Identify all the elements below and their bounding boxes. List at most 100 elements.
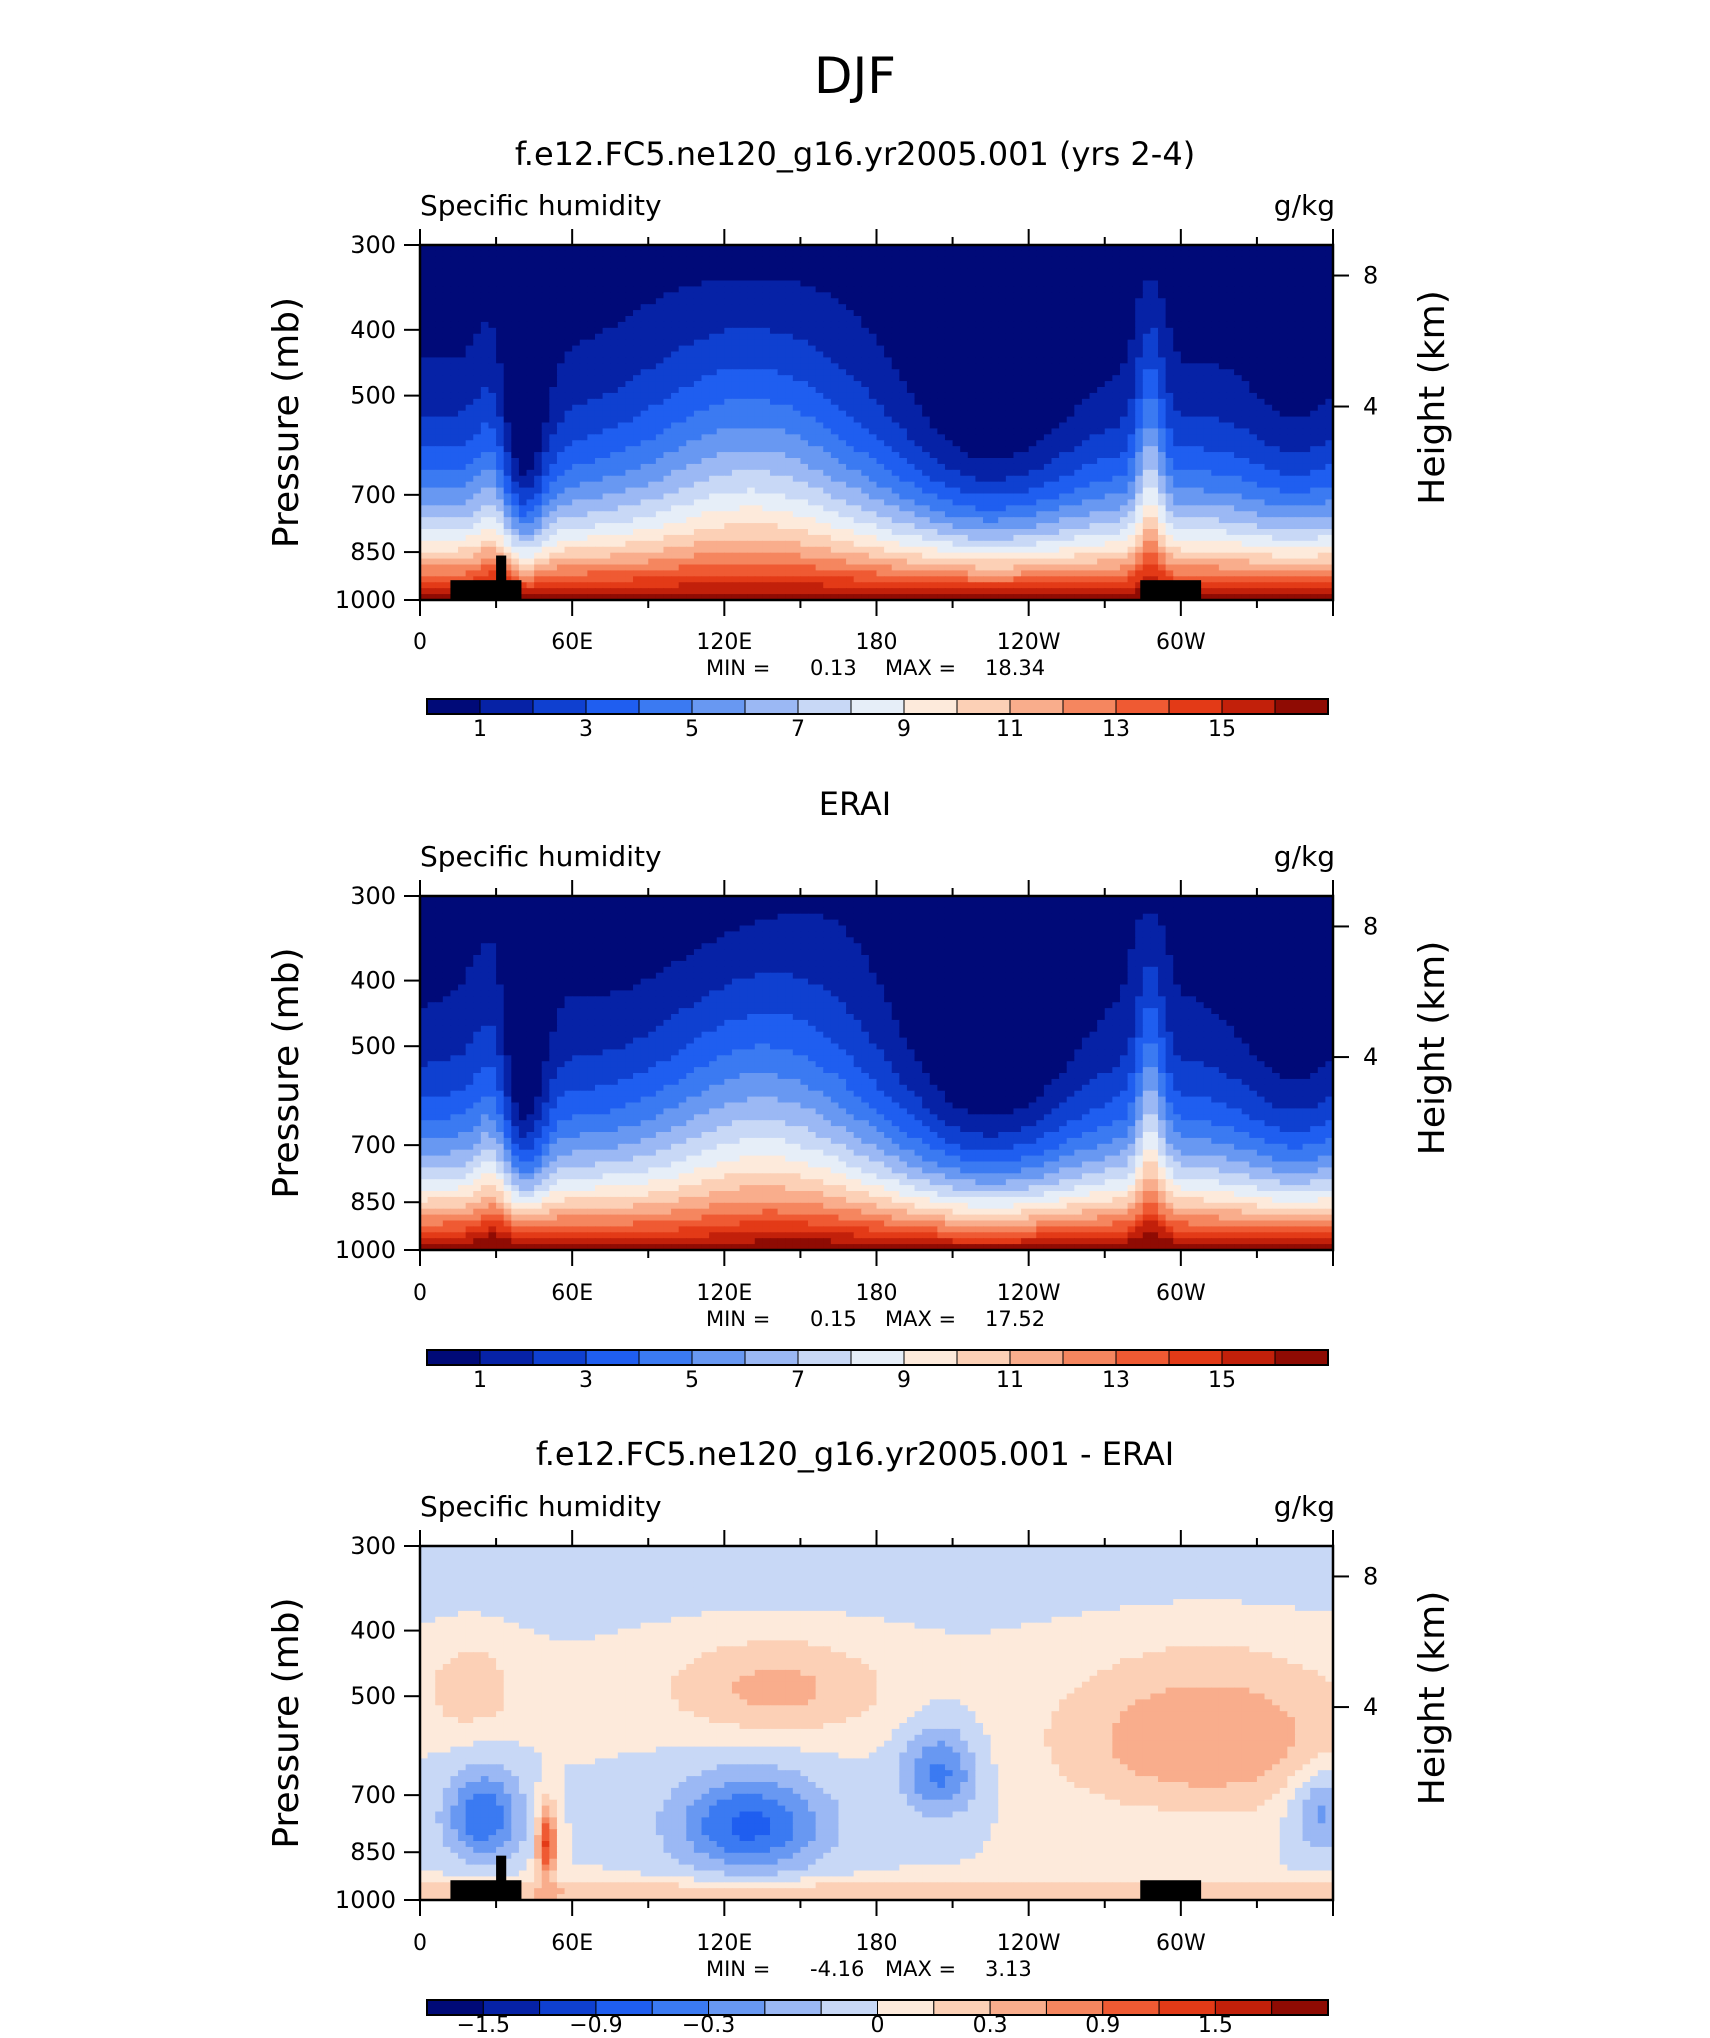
- heatmap-cell: [816, 381, 824, 388]
- heatmap-cell: [732, 304, 740, 311]
- heatmap-cell: [724, 304, 732, 311]
- heatmap-cell: [656, 482, 664, 489]
- heatmap-cell: [717, 310, 725, 317]
- heatmap-cell: [877, 369, 885, 376]
- heatmap-cell: [1249, 423, 1257, 430]
- heatmap-cell: [679, 275, 687, 282]
- heatmap-cell: [1082, 458, 1090, 465]
- heatmap-cell: [1181, 334, 1189, 341]
- heatmap-cell: [1105, 363, 1113, 370]
- heatmap-cell: [1219, 470, 1227, 477]
- heatmap-cell: [496, 281, 504, 288]
- heatmap-cell: [641, 263, 649, 270]
- heatmap-cell: [755, 428, 763, 435]
- heatmap-cell: [603, 482, 611, 489]
- heatmap-cell: [1310, 476, 1318, 483]
- heatmap-cell: [1265, 464, 1273, 471]
- heatmap-cell: [823, 346, 831, 353]
- heatmap-cell: [1257, 440, 1265, 447]
- heatmap-cell: [1112, 428, 1120, 435]
- heatmap-cell: [702, 269, 710, 276]
- heatmap-cell: [1188, 263, 1196, 270]
- heatmap-cell: [724, 399, 732, 406]
- heatmap-cell: [580, 482, 588, 489]
- heatmap-cell: [892, 334, 900, 341]
- heatmap-cell: [709, 417, 717, 424]
- heatmap-cell: [656, 440, 664, 447]
- heatmap-cell: [1082, 405, 1090, 412]
- heatmap-cell: [892, 434, 900, 441]
- heatmap-cell: [1303, 257, 1311, 264]
- heatmap-cell: [1150, 340, 1158, 347]
- heatmap-cell: [1059, 363, 1067, 370]
- heatmap-cell: [823, 488, 831, 495]
- heatmap-cell: [732, 269, 740, 276]
- heatmap-cell: [1051, 446, 1059, 453]
- heatmap-cell: [800, 275, 808, 282]
- heatmap-cell: [1090, 352, 1098, 359]
- heatmap-cell: [785, 322, 793, 329]
- heatmap-cell: [1074, 405, 1082, 412]
- heatmap-cell: [1036, 298, 1044, 305]
- heatmap-cell: [1006, 340, 1014, 347]
- heatmap-cell: [1219, 411, 1227, 418]
- heatmap-cell: [504, 464, 512, 471]
- heatmap-cell: [663, 286, 671, 293]
- heatmap-cell: [580, 334, 588, 341]
- heatmap-cell: [1249, 316, 1257, 323]
- heatmap-cell: [1173, 275, 1181, 282]
- heatmap-cell: [1067, 476, 1075, 483]
- heatmap-cell: [937, 257, 945, 264]
- heatmap-cell: [892, 263, 900, 270]
- heatmap-cell: [1188, 417, 1196, 424]
- heatmap-cell: [1051, 334, 1059, 341]
- heatmap-cell: [565, 446, 573, 453]
- heatmap-cell: [869, 428, 877, 435]
- heatmap-cell: [458, 357, 466, 364]
- heatmap-cell: [679, 387, 687, 394]
- heatmap-cell: [953, 363, 961, 370]
- heatmap-cell: [1226, 340, 1234, 347]
- heatmap-cell: [800, 322, 808, 329]
- heatmap-cell: [968, 423, 976, 430]
- heatmap-cell: [1029, 446, 1037, 453]
- heatmap-cell: [793, 405, 801, 412]
- heatmap-cell: [831, 275, 839, 282]
- heatmap-cell: [869, 251, 877, 258]
- heatmap-cell: [519, 446, 527, 453]
- heatmap-cell: [755, 328, 763, 335]
- heatmap-cell: [1120, 334, 1128, 341]
- heatmap-cell: [603, 357, 611, 364]
- heatmap-cell: [1082, 482, 1090, 489]
- heatmap-cell: [587, 328, 595, 335]
- heatmap-cell: [755, 251, 763, 258]
- heatmap-cell: [542, 428, 550, 435]
- heatmap-cell: [671, 381, 679, 388]
- heatmap-cell: [717, 334, 725, 341]
- heatmap-cell: [488, 405, 496, 412]
- heatmap-cell: [618, 464, 626, 471]
- heatmap-cell: [610, 399, 618, 406]
- heatmap-cell: [854, 322, 862, 329]
- heatmap-cell: [633, 346, 641, 353]
- heatmap-cell: [496, 399, 504, 406]
- heatmap-cell: [724, 340, 732, 347]
- heatmap-cell: [770, 352, 778, 359]
- heatmap-cell: [1059, 440, 1067, 447]
- heatmap-cell: [1051, 269, 1059, 276]
- heatmap-cell: [1006, 357, 1014, 364]
- heatmap-cell: [565, 310, 573, 317]
- heatmap-cell: [975, 352, 983, 359]
- heatmap-cell: [1051, 470, 1059, 477]
- heatmap-cell: [740, 423, 748, 430]
- heatmap-cell: [800, 405, 808, 412]
- heatmap-cell: [1112, 434, 1120, 441]
- heatmap-cell: [618, 257, 626, 264]
- heatmap-cell: [755, 363, 763, 370]
- heatmap-cell: [778, 387, 786, 394]
- heatmap-cell: [694, 488, 702, 495]
- heatmap-cell: [930, 346, 938, 353]
- heatmap-cell: [519, 357, 527, 364]
- heatmap-cell: [1112, 363, 1120, 370]
- heatmap-cell: [504, 411, 512, 418]
